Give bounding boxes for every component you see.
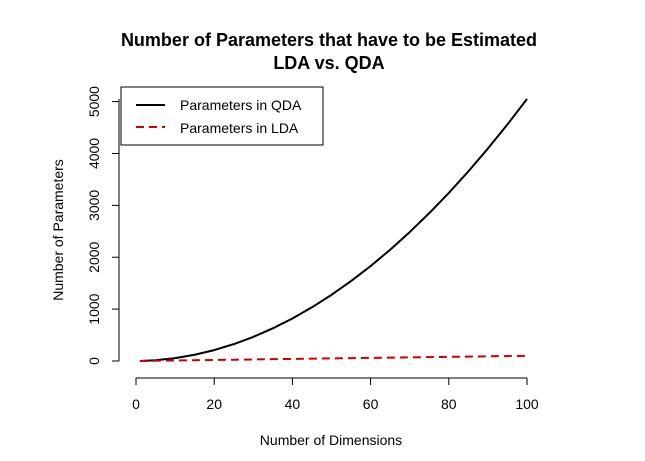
chart-title: Number of Parameters that have to be Est… [121, 30, 537, 50]
x-tick-label: 40 [285, 396, 301, 412]
x-tick-label: 100 [515, 396, 539, 412]
x-axis-label: Number of Dimensions [260, 432, 402, 448]
x-tick-label: 0 [132, 396, 140, 412]
y-tick-label: 4000 [86, 138, 102, 169]
x-tick-label: 60 [363, 396, 379, 412]
y-axis-label: Number of Parameters [50, 159, 66, 301]
x-tick-label: 20 [206, 396, 222, 412]
y-tick-label: 2000 [86, 241, 102, 272]
series-line-lda [140, 356, 527, 361]
legend-box [121, 87, 323, 145]
chart-subtitle: LDA vs. QDA [273, 53, 384, 73]
x-ticks: 0 20 40 60 80 100 [132, 378, 539, 412]
y-tick-label: 3000 [86, 190, 102, 221]
y-tick-label: 5000 [86, 86, 102, 117]
x-tick-label: 80 [441, 396, 457, 412]
legend: Parameters in QDA Parameters in LDA [121, 87, 323, 145]
legend-label-qda: Parameters in QDA [180, 97, 302, 113]
legend-label-lda: Parameters in LDA [180, 120, 299, 136]
y-ticks: 0 1000 2000 3000 4000 5000 [86, 86, 119, 365]
y-tick-label: 1000 [86, 293, 102, 324]
y-tick-label: 0 [86, 357, 102, 365]
